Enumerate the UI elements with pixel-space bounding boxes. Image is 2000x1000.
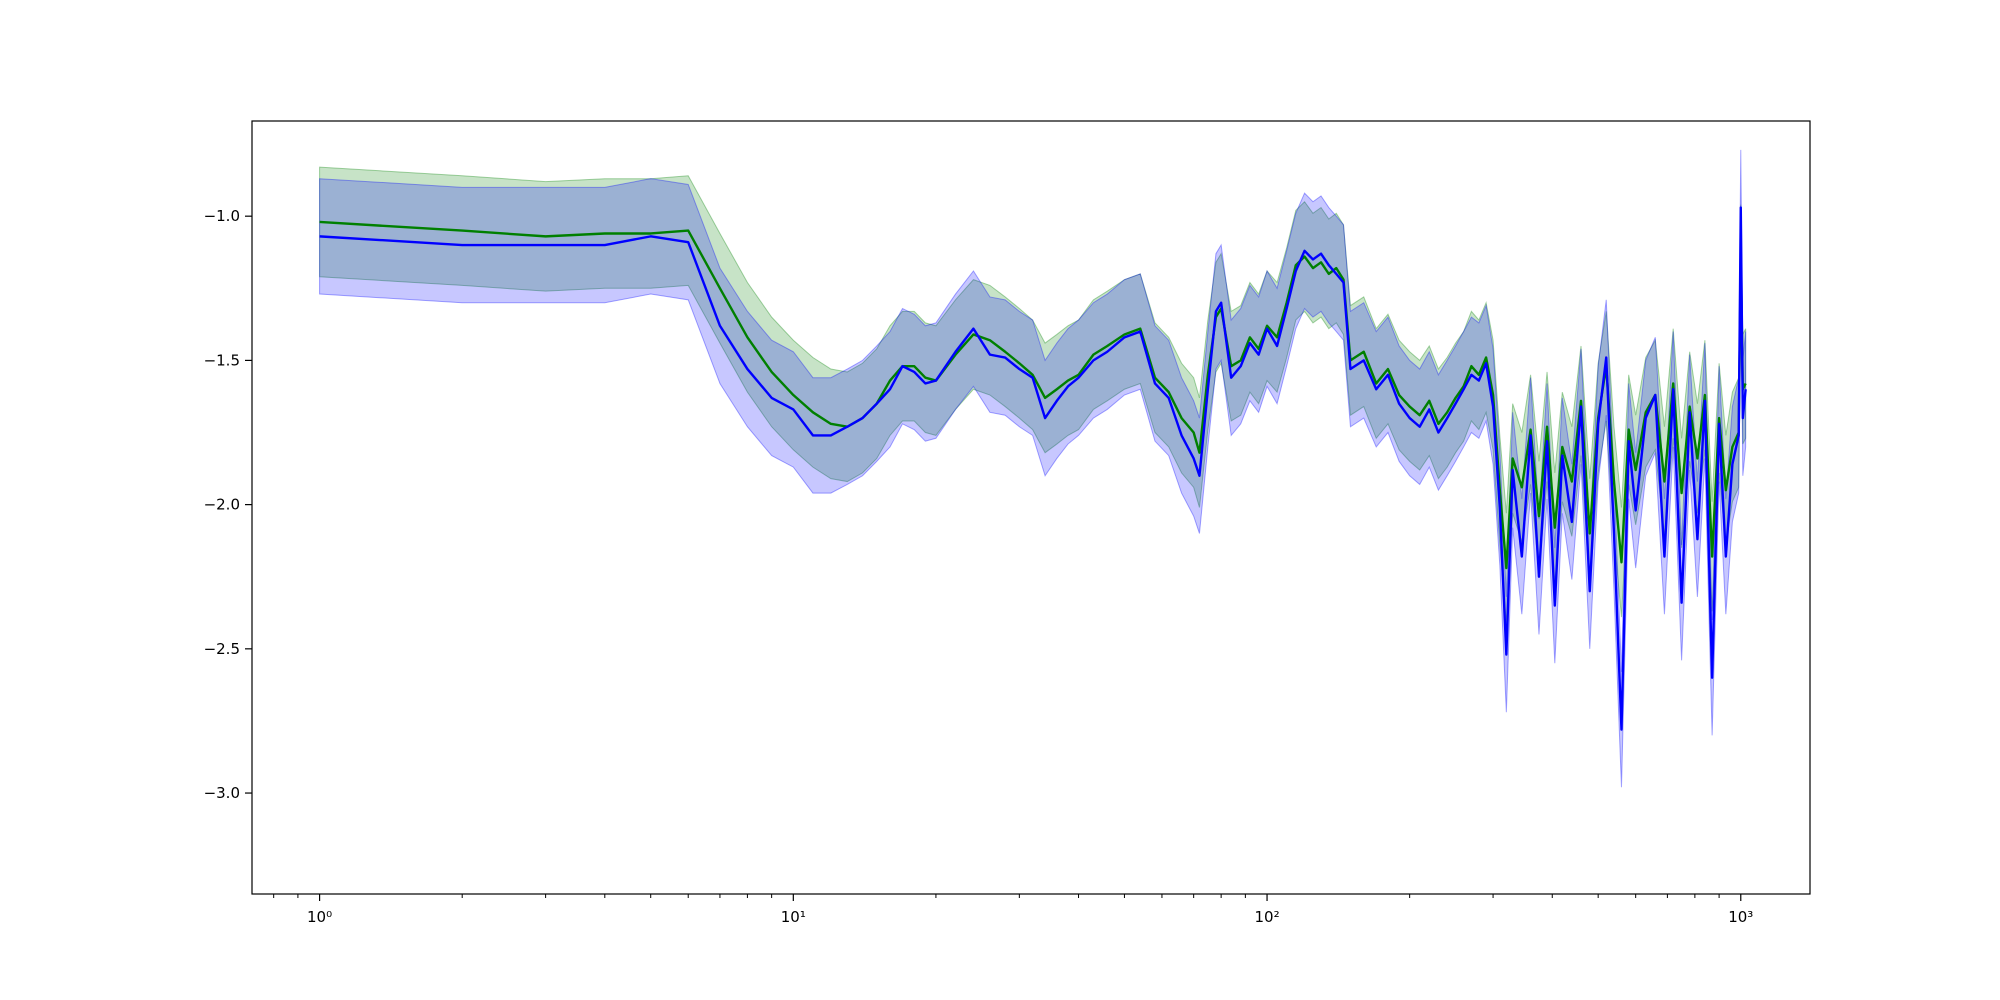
- confidence-band-2: [319, 149, 1747, 788]
- plot-frame: [251, 120, 1811, 895]
- y-tick-label: −2.0: [204, 496, 240, 514]
- confidence-band-1: [319, 166, 1747, 623]
- x-tick-label: 10³: [1728, 908, 1753, 926]
- x-tick-label: 10⁰: [307, 908, 332, 926]
- x-tick-label: 10¹: [781, 908, 806, 926]
- y-axis: −1.0 −1.5 −2.0 −2.5 −3.0: [204, 207, 252, 802]
- x-tick-label: 10²: [1254, 908, 1279, 926]
- y-tick-label: −1.0: [204, 207, 240, 225]
- series-line-1: [319, 220, 1747, 570]
- y-tick-label: −3.0: [204, 784, 240, 802]
- x-axis: 10⁰ 10¹ 10² 10³: [273, 894, 1753, 926]
- confidence-bands: [319, 149, 1747, 788]
- y-tick-label: −1.5: [204, 351, 240, 369]
- series-lines: [319, 206, 1747, 731]
- series-line-2: [319, 206, 1747, 731]
- y-tick-label: −2.5: [204, 640, 240, 658]
